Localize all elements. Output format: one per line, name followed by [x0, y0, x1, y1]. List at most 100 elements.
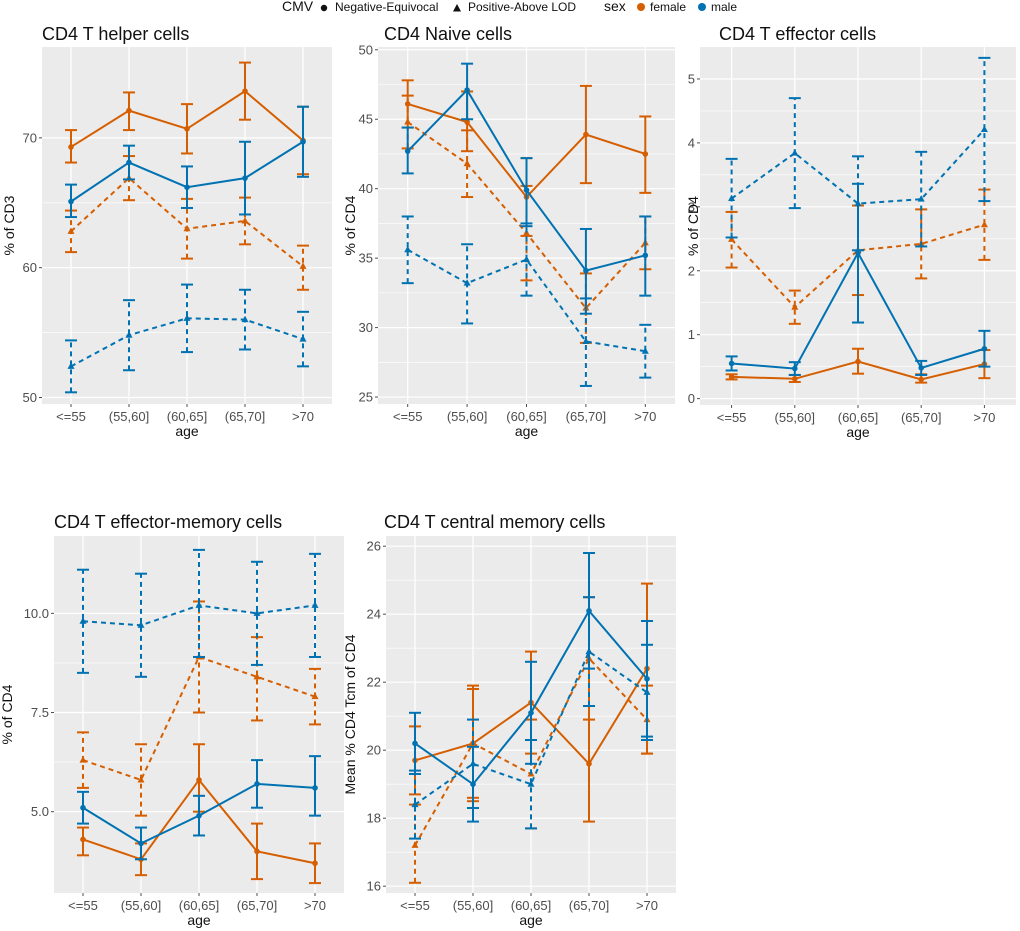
- data-point: [67, 362, 75, 369]
- data-point: [137, 775, 145, 783]
- data-point: [404, 148, 411, 154]
- y-tick-label: 35: [359, 251, 373, 266]
- y-tick-label: 16: [367, 879, 381, 894]
- triangle-icon: [453, 4, 461, 12]
- data-point: [792, 365, 798, 372]
- data-point: [242, 88, 248, 94]
- chart-title: CD4 T effector-memory cells: [54, 512, 282, 532]
- x-tick-label: (60,65]: [167, 409, 207, 424]
- y-axis-label: % of CD4: [0, 684, 15, 744]
- x-tick-label: >70: [634, 409, 656, 424]
- data-point: [138, 840, 144, 847]
- data-point: [528, 710, 534, 716]
- y-axis-label: Mean % CD4 Tcm of CD4: [342, 634, 358, 794]
- data-point: [523, 187, 530, 193]
- data-point: [917, 195, 925, 202]
- data-point: [583, 131, 589, 138]
- y-tick-label: 30: [359, 320, 373, 335]
- data-point: [126, 107, 132, 114]
- data-point: [582, 337, 590, 344]
- data-point: [253, 609, 261, 616]
- x-tick-label: (60,65]: [511, 898, 551, 913]
- chart-panel-5: 16 18 20 22 24 26 <=55 (55,60] (60,65] (65,70] >70…: [342, 512, 676, 928]
- data-point: [791, 303, 799, 310]
- data-point: [585, 647, 593, 655]
- x-tick-label: (65,70]: [569, 898, 609, 913]
- x-tick-label: (65,70]: [237, 898, 277, 913]
- data-point: [980, 125, 988, 132]
- x-tick-label: <=55: [56, 409, 86, 424]
- chart-panel-3: 0 1 2 3 4 5 <=55 (55,60] (60,65] (65,70] >70 CD4 T …: [685, 24, 1016, 440]
- y-tick-label: 5.0: [31, 804, 49, 819]
- data-point: [311, 601, 319, 608]
- x-tick-label: (55,60]: [121, 898, 161, 913]
- series-line: [730, 223, 985, 309]
- male-color-icon: [698, 3, 706, 11]
- chart-title: CD4 Naive cells: [384, 24, 512, 44]
- data-point: [642, 252, 649, 259]
- data-point: [79, 617, 87, 624]
- series-line: [82, 655, 316, 782]
- data-point: [254, 848, 260, 855]
- y-axis-label: % of CD4: [342, 195, 358, 255]
- data-point: [253, 672, 261, 680]
- female-color-icon: [637, 3, 645, 11]
- data-point: [463, 279, 471, 286]
- x-tick-label: >70: [304, 898, 326, 913]
- data-point: [642, 151, 649, 157]
- series-male-negative: [65, 105, 309, 219]
- data-point: [470, 781, 476, 787]
- data-point: [527, 780, 535, 787]
- data-point: [411, 841, 419, 848]
- data-point: [792, 375, 798, 382]
- data-point: [184, 184, 190, 191]
- data-point: [241, 315, 249, 323]
- data-point: [67, 227, 75, 234]
- series-male-negative: [401, 62, 652, 315]
- x-tick-label: (65,70]: [566, 409, 606, 424]
- data-point: [583, 267, 589, 274]
- x-tick-label: (55,60]: [109, 409, 149, 424]
- y-tick-label: 50: [23, 390, 37, 405]
- data-point: [404, 245, 412, 253]
- x-tick-label: (60,65]: [179, 898, 219, 913]
- data-point: [855, 358, 861, 365]
- data-point: [196, 812, 202, 819]
- data-point: [854, 199, 862, 207]
- x-tick-label: <=55: [400, 898, 430, 913]
- data-point: [242, 175, 248, 181]
- series-male-positive: [65, 283, 309, 394]
- x-tick-label: >70: [292, 409, 314, 424]
- x-tick-label: (65,70]: [225, 409, 265, 424]
- data-point: [68, 198, 74, 205]
- y-tick-label: 25: [359, 390, 373, 405]
- x-tick-label: (55,60]: [447, 409, 487, 424]
- x-axis-label: age: [519, 912, 543, 928]
- chart-panel-4: 5.0 7.5 10.0 <=55 (55,60] (60,65] (65,70] >70 CD…: [0, 512, 344, 928]
- data-point: [918, 376, 924, 383]
- legend: CMV Negative-Equivocal Positive-Above LO…: [0, 0, 1020, 16]
- y-tick-label: 24: [367, 607, 381, 622]
- x-axis-label: age: [515, 423, 539, 439]
- data-point: [644, 676, 650, 682]
- data-point: [299, 262, 307, 269]
- y-tick-label: 45: [359, 112, 373, 127]
- y-tick-label: 4: [688, 135, 695, 150]
- x-tick-label: <=55: [68, 898, 98, 913]
- legend-sex-title: sex: [604, 0, 626, 14]
- series-male-positive: [77, 548, 321, 678]
- x-tick-label: <=55: [393, 409, 423, 424]
- series-line: [407, 248, 646, 353]
- data-point: [791, 149, 799, 156]
- chart-title: CD4 T effector cells: [719, 24, 876, 44]
- series-line: [414, 650, 648, 806]
- data-point: [126, 159, 132, 166]
- legend-item-female: female: [650, 0, 687, 14]
- data-point: [241, 216, 249, 224]
- data-point: [183, 314, 191, 321]
- data-point: [300, 138, 306, 145]
- data-point: [254, 781, 260, 787]
- y-tick-label: 60: [23, 260, 37, 275]
- data-point: [195, 601, 203, 608]
- y-tick-label: 10.0: [24, 606, 49, 621]
